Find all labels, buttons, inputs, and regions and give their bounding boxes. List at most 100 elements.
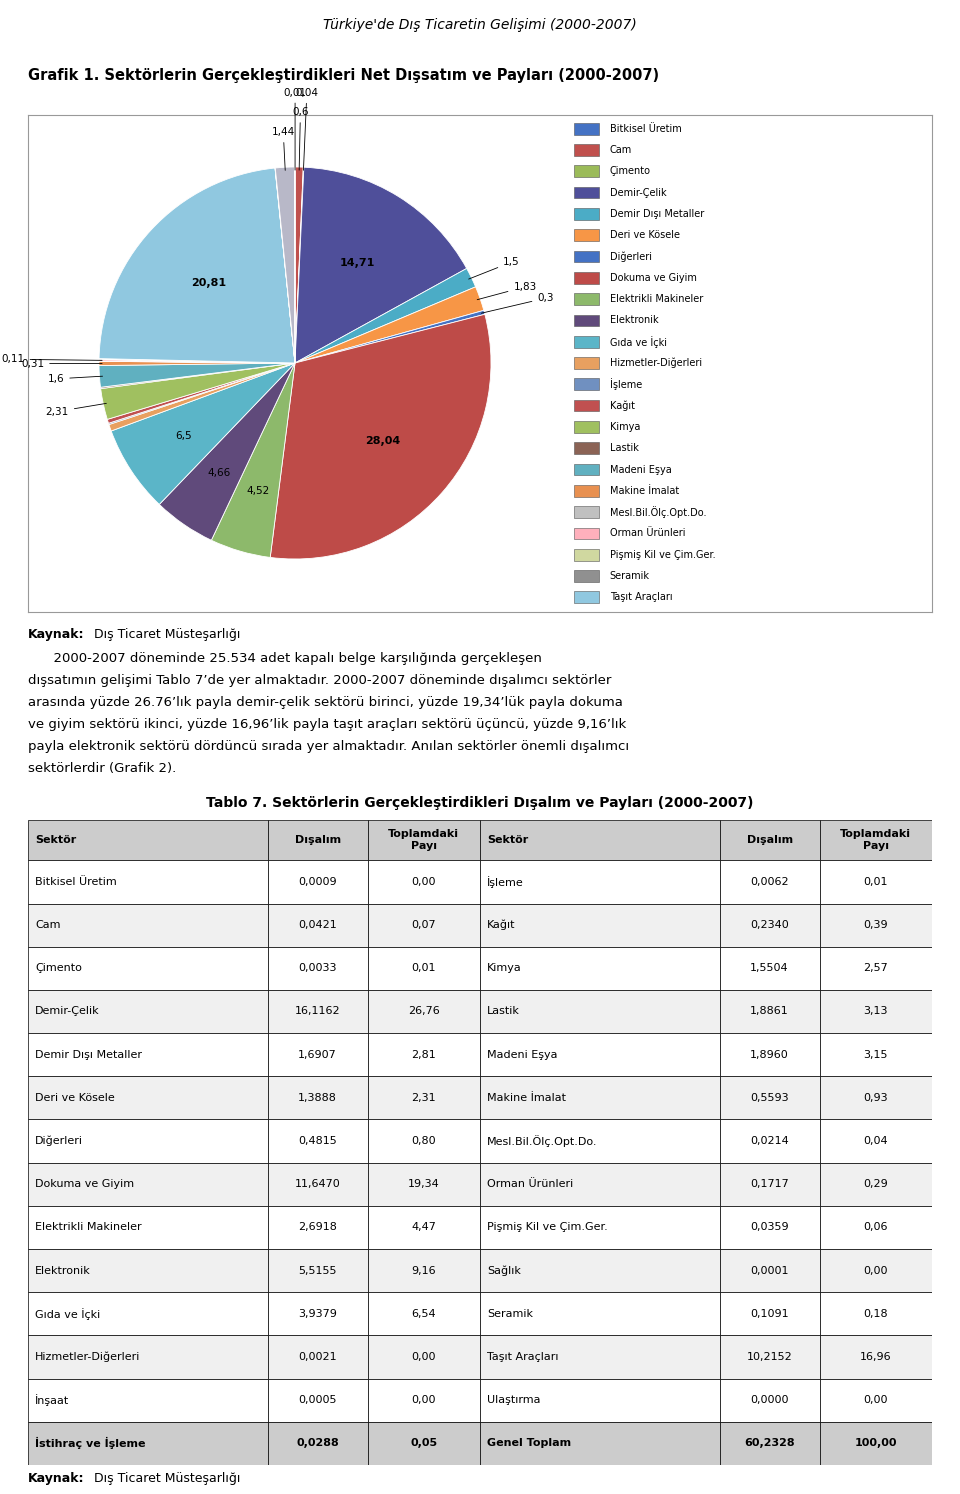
Bar: [574, 272, 599, 284]
FancyBboxPatch shape: [820, 1206, 932, 1249]
Text: 2,6918: 2,6918: [299, 1222, 337, 1233]
FancyBboxPatch shape: [268, 861, 368, 904]
Text: Türkiye'de Dış Ticaretin Gelişimi (2000-2007): Türkiye'de Dış Ticaretin Gelişimi (2000-…: [324, 18, 636, 31]
Text: 0,0001: 0,0001: [751, 1265, 789, 1276]
Text: Dokuma ve Giyim: Dokuma ve Giyim: [610, 273, 697, 282]
Text: 1,3888: 1,3888: [299, 1094, 337, 1103]
Text: Bitkisel Üretim: Bitkisel Üretim: [36, 877, 117, 887]
Text: 9,16: 9,16: [412, 1265, 436, 1276]
FancyBboxPatch shape: [480, 1032, 720, 1076]
Text: 0,05: 0,05: [410, 1439, 438, 1448]
Text: 10,2152: 10,2152: [747, 1352, 792, 1363]
Bar: [574, 229, 599, 241]
Text: Grafik 1. Sektörlerin Gerçekleştirdikleri Net Dışsatım ve Payları (2000-2007): Grafik 1. Sektörlerin Gerçekleştirdikler…: [28, 69, 660, 84]
Text: 1,6: 1,6: [48, 374, 103, 384]
FancyBboxPatch shape: [28, 861, 268, 904]
FancyBboxPatch shape: [480, 861, 720, 904]
Text: 6,5: 6,5: [176, 432, 192, 441]
Text: Kimya: Kimya: [610, 421, 640, 432]
Text: Hizmetler-Diğerleri: Hizmetler-Diğerleri: [36, 1352, 140, 1363]
Text: Mesl.Bil.Ölç.Opt.Do.: Mesl.Bil.Ölç.Opt.Do.: [488, 1135, 598, 1147]
Text: 0,00: 0,00: [412, 1395, 436, 1406]
Text: 0,18: 0,18: [863, 1309, 888, 1319]
Text: dışsatımın gelişimi Tablo 7’de yer almaktadır. 2000-2007 döneminde dışalımcı sek: dışsatımın gelişimi Tablo 7’de yer almak…: [28, 674, 612, 687]
Text: 0,93: 0,93: [863, 1094, 888, 1103]
Text: Deri ve Kösele: Deri ve Kösele: [36, 1094, 115, 1103]
Text: 2,57: 2,57: [863, 964, 888, 973]
Bar: [574, 378, 599, 390]
Bar: [574, 421, 599, 433]
Text: Demir-Çelik: Demir-Çelik: [36, 1007, 100, 1016]
FancyBboxPatch shape: [820, 1292, 932, 1336]
Bar: [574, 123, 599, 134]
Text: Kağıt: Kağıt: [488, 920, 516, 931]
Wedge shape: [108, 363, 295, 423]
Text: 2000-2007 döneminde 25.534 adet kapalı belge karşılığında gerçekleşen: 2000-2007 döneminde 25.534 adet kapalı b…: [28, 651, 541, 665]
Text: 1,8960: 1,8960: [750, 1050, 789, 1059]
FancyBboxPatch shape: [28, 1206, 268, 1249]
FancyBboxPatch shape: [368, 947, 480, 991]
Text: 1,44: 1,44: [272, 127, 295, 170]
FancyBboxPatch shape: [480, 1379, 720, 1422]
Text: 100,00: 100,00: [854, 1439, 897, 1448]
Text: Lastik: Lastik: [610, 444, 638, 453]
Text: 0,00: 0,00: [863, 1395, 888, 1406]
FancyBboxPatch shape: [28, 947, 268, 991]
Wedge shape: [108, 363, 295, 430]
Text: sektörlerdir (Grafik 2).: sektörlerdir (Grafik 2).: [28, 762, 177, 775]
Text: 3,13: 3,13: [863, 1007, 888, 1016]
FancyBboxPatch shape: [368, 1422, 480, 1466]
Text: 0,00: 0,00: [863, 1265, 888, 1276]
FancyBboxPatch shape: [720, 1422, 820, 1466]
Text: Ulaştırma: Ulaştırma: [488, 1395, 540, 1406]
Text: ve giyim sektörü ikinci, yüzde 16,96’lik payla taşıt araçları sektörü üçüncü, yü: ve giyim sektörü ikinci, yüzde 16,96’lik…: [28, 719, 626, 731]
FancyBboxPatch shape: [28, 1162, 268, 1206]
Text: 0,0062: 0,0062: [751, 877, 789, 887]
Bar: [574, 336, 599, 348]
Bar: [574, 592, 599, 604]
Text: 0,2340: 0,2340: [750, 920, 789, 931]
Bar: [574, 208, 599, 220]
Bar: [574, 548, 599, 560]
FancyBboxPatch shape: [268, 991, 368, 1032]
FancyBboxPatch shape: [720, 1206, 820, 1249]
FancyBboxPatch shape: [480, 1336, 720, 1379]
Bar: [574, 166, 599, 178]
Text: Dokuma ve Giyim: Dokuma ve Giyim: [36, 1179, 134, 1189]
Text: 4,47: 4,47: [411, 1222, 436, 1233]
Text: Tablo 7. Sektörlerin Gerçekleştirdikleri Dışalım ve Payları (2000-2007): Tablo 7. Sektörlerin Gerçekleştirdikleri…: [206, 796, 754, 810]
Text: Taşıt Araçları: Taşıt Araçları: [610, 592, 672, 602]
Text: 0,0421: 0,0421: [299, 920, 337, 931]
Text: 0,1717: 0,1717: [750, 1179, 789, 1189]
Text: 0,0033: 0,0033: [299, 964, 337, 973]
Wedge shape: [99, 360, 295, 363]
FancyBboxPatch shape: [268, 904, 368, 947]
Text: 2,31: 2,31: [412, 1094, 436, 1103]
Wedge shape: [211, 363, 295, 557]
Text: 26,76: 26,76: [408, 1007, 440, 1016]
Bar: [574, 442, 599, 454]
Text: Gıda ve İçki: Gıda ve İçki: [36, 1307, 101, 1319]
Text: Demir Dışı Metaller: Demir Dışı Metaller: [36, 1050, 142, 1059]
Text: 1,8861: 1,8861: [750, 1007, 789, 1016]
FancyBboxPatch shape: [268, 1206, 368, 1249]
FancyBboxPatch shape: [368, 904, 480, 947]
FancyBboxPatch shape: [720, 1032, 820, 1076]
FancyBboxPatch shape: [268, 1292, 368, 1336]
Text: 1,5504: 1,5504: [751, 964, 789, 973]
Text: 0,6: 0,6: [292, 108, 309, 170]
FancyBboxPatch shape: [268, 947, 368, 991]
Text: Demir-Çelik: Demir-Çelik: [610, 188, 666, 197]
Wedge shape: [295, 167, 304, 363]
FancyBboxPatch shape: [268, 820, 368, 861]
Text: Orman Ürünleri: Orman Ürünleri: [488, 1179, 573, 1189]
Text: Elektronik: Elektronik: [610, 315, 659, 326]
Bar: [574, 187, 599, 199]
FancyBboxPatch shape: [268, 1119, 368, 1162]
FancyBboxPatch shape: [368, 1292, 480, 1336]
Text: 0,0021: 0,0021: [299, 1352, 337, 1363]
FancyBboxPatch shape: [268, 1379, 368, 1422]
FancyBboxPatch shape: [820, 991, 932, 1032]
Bar: [574, 571, 599, 581]
FancyBboxPatch shape: [268, 1422, 368, 1466]
